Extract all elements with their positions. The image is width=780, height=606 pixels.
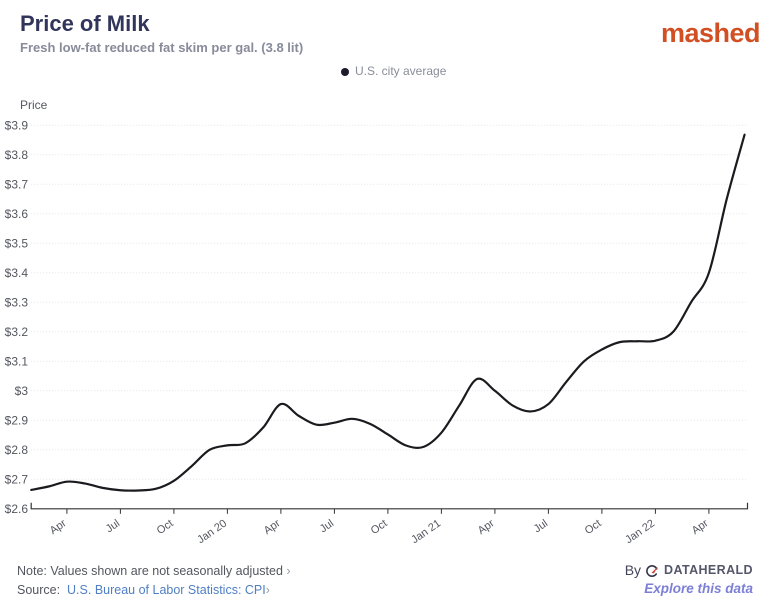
svg-text:$3.3: $3.3 xyxy=(5,295,29,309)
svg-text:Oct: Oct xyxy=(583,517,604,537)
svg-text:Jul: Jul xyxy=(532,517,550,535)
svg-text:Jul: Jul xyxy=(318,517,336,535)
svg-text:$2.7: $2.7 xyxy=(5,472,29,486)
svg-text:$3.1: $3.1 xyxy=(5,354,29,368)
svg-text:$3: $3 xyxy=(15,384,29,398)
svg-text:$2.8: $2.8 xyxy=(5,443,29,457)
svg-text:Apr: Apr xyxy=(690,517,711,537)
svg-text:$3.7: $3.7 xyxy=(5,177,29,191)
svg-text:$3.5: $3.5 xyxy=(5,236,29,250)
svg-text:$3.6: $3.6 xyxy=(5,207,29,221)
svg-text:Apr: Apr xyxy=(476,517,497,537)
svg-text:$3.4: $3.4 xyxy=(5,266,29,280)
svg-text:Oct: Oct xyxy=(369,517,390,537)
svg-text:Jan 22: Jan 22 xyxy=(623,517,657,546)
svg-text:Jan 20: Jan 20 xyxy=(195,517,229,546)
svg-text:$2.9: $2.9 xyxy=(5,413,29,427)
svg-text:$2.6: $2.6 xyxy=(5,502,29,516)
svg-text:Apr: Apr xyxy=(48,517,69,537)
svg-text:$3.8: $3.8 xyxy=(5,148,29,162)
svg-text:$3.2: $3.2 xyxy=(5,325,29,339)
svg-text:Jul: Jul xyxy=(104,517,122,535)
svg-text:Jan 21: Jan 21 xyxy=(409,517,443,546)
svg-text:Oct: Oct xyxy=(155,517,176,537)
svg-text:$3.9: $3.9 xyxy=(5,118,29,132)
svg-text:Apr: Apr xyxy=(262,517,283,537)
